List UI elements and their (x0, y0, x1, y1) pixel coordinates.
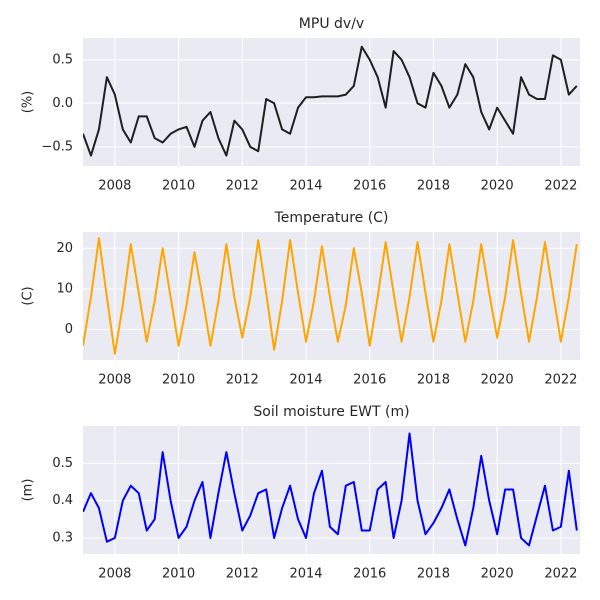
data-line (83, 45, 578, 157)
x-tick-label: 2014 (289, 179, 322, 194)
y-tick-label: −0.5 (41, 139, 73, 154)
x-tick-label: 2016 (353, 373, 386, 388)
x-tick-label: 2018 (417, 179, 450, 194)
y-tick-label: 10 (56, 281, 73, 296)
x-tick-label: 2012 (226, 567, 259, 582)
x-tick-label: 2022 (544, 567, 577, 582)
x-tick-label: 2014 (289, 373, 322, 388)
subplot: −0.5 0.0 0.5 2008 2010 2012 2014 2016 2018 2020 20… (21, 16, 580, 194)
x-tick-label: 2020 (481, 567, 514, 582)
data-line (83, 237, 578, 355)
y-tick-label: 0.4 (52, 493, 73, 508)
y-tick-label: 0.5 (52, 456, 73, 471)
y-axis-label: (%) (21, 91, 36, 114)
x-tick-label: 2018 (417, 567, 450, 582)
x-tick-label: 2016 (353, 179, 386, 194)
chart-title: Temperature (C) (274, 210, 389, 226)
x-tick-label: 2008 (98, 567, 131, 582)
series (83, 45, 578, 157)
x-tick-label: 2020 (481, 373, 514, 388)
subplot: 0 10 20 2008 2010 2012 2014 2016 2018 2020 2022 Tem… (21, 210, 580, 388)
chart-title: Soil moisture EWT (m) (253, 404, 409, 420)
y-tick-label: 0.3 (52, 530, 73, 545)
series (83, 237, 578, 355)
x-tick-label: 2014 (289, 567, 322, 582)
data-line (83, 432, 578, 547)
y-tick-label: 0.5 (52, 52, 73, 67)
x-tick-label: 2010 (162, 179, 195, 194)
y-tick-label: 0 (65, 322, 73, 337)
x-tick-label: 2010 (162, 567, 195, 582)
x-tick-label: 2012 (226, 373, 259, 388)
x-tick-label: 2008 (98, 373, 131, 388)
y-axis-label: (C) (21, 286, 36, 305)
series (83, 432, 578, 547)
subplot: 0.3 0.4 0.5 2008 2010 2012 2014 2016 2018 2020 202… (21, 404, 580, 582)
y-axis-label: (m) (21, 479, 36, 502)
y-tick-label: 0.0 (52, 96, 73, 111)
x-tick-label: 2012 (226, 179, 259, 194)
x-tick-label: 2008 (98, 179, 131, 194)
x-tick-label: 2018 (417, 373, 450, 388)
y-tick-label: 20 (56, 241, 73, 256)
x-tick-label: 2022 (544, 373, 577, 388)
x-tick-label: 2020 (481, 179, 514, 194)
chart-title: MPU dv/v (299, 16, 364, 32)
x-tick-label: 2010 (162, 373, 195, 388)
x-tick-label: 2022 (544, 179, 577, 194)
x-tick-label: 2016 (353, 567, 386, 582)
